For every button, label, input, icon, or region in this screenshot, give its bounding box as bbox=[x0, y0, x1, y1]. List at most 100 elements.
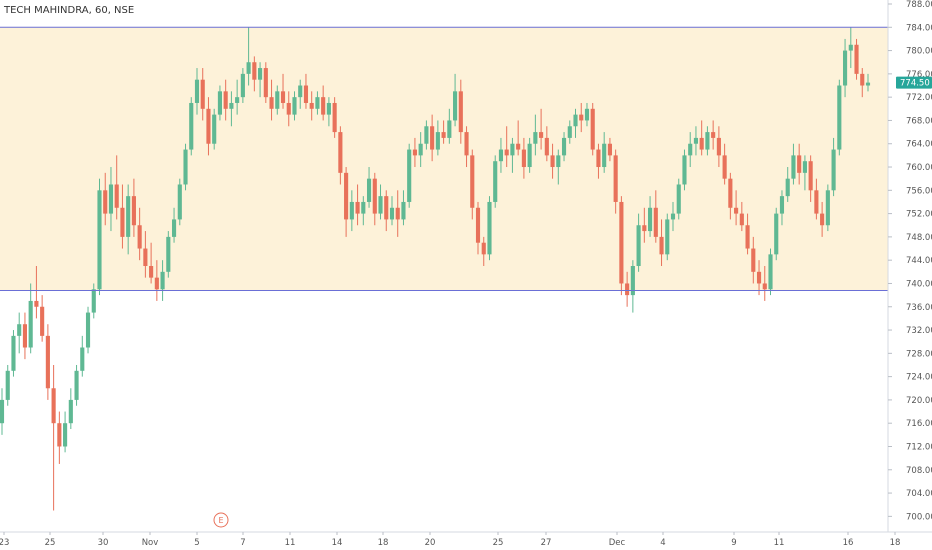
y-tick-label: 724.00 bbox=[906, 373, 932, 383]
candle-body bbox=[143, 248, 148, 266]
candle bbox=[734, 190, 739, 226]
candle bbox=[791, 143, 796, 185]
candle bbox=[355, 184, 360, 226]
candle-body bbox=[779, 196, 785, 214]
candle-body bbox=[785, 178, 790, 197]
candle-body bbox=[154, 277, 159, 290]
candle bbox=[693, 126, 699, 156]
candle bbox=[510, 137, 515, 173]
candle-body bbox=[584, 108, 590, 121]
candle bbox=[389, 196, 395, 226]
candle-body bbox=[395, 207, 400, 220]
earnings-event-marker[interactable]: E bbox=[213, 512, 229, 528]
candle-body bbox=[177, 184, 182, 220]
candle bbox=[246, 27, 251, 86]
candle-body bbox=[401, 201, 406, 220]
candle-body bbox=[453, 91, 458, 121]
candle bbox=[613, 149, 618, 214]
candle bbox=[493, 155, 498, 208]
candle-body bbox=[728, 178, 733, 208]
candle-body bbox=[458, 91, 463, 133]
candle bbox=[401, 190, 406, 226]
candle bbox=[820, 201, 825, 237]
candle bbox=[384, 190, 389, 232]
x-tick-label: 4 bbox=[660, 538, 665, 548]
candle bbox=[298, 79, 303, 109]
candle-body bbox=[315, 97, 320, 109]
candle bbox=[550, 143, 555, 179]
candle-body bbox=[561, 137, 567, 156]
candle-body bbox=[716, 137, 721, 156]
candle-body bbox=[625, 283, 630, 296]
candle-body bbox=[596, 149, 601, 168]
x-tick-label: 14 bbox=[332, 538, 343, 548]
candle-body bbox=[550, 155, 555, 168]
candle bbox=[378, 184, 383, 220]
candle-body bbox=[435, 132, 440, 150]
candle-body bbox=[648, 207, 653, 232]
candle-body bbox=[51, 388, 56, 424]
candle-body bbox=[28, 300, 33, 348]
candle-body bbox=[481, 242, 486, 255]
candle-body bbox=[321, 97, 326, 115]
candle bbox=[481, 236, 486, 266]
candle bbox=[527, 137, 532, 173]
candle bbox=[802, 155, 807, 191]
candle-body bbox=[665, 219, 670, 255]
candle bbox=[797, 143, 802, 185]
y-tick-label: 756.00 bbox=[906, 186, 932, 196]
candle bbox=[848, 27, 853, 69]
candle-body bbox=[114, 184, 119, 208]
candle bbox=[808, 155, 813, 202]
candle-body bbox=[263, 68, 268, 98]
candle-body bbox=[613, 155, 618, 202]
candle bbox=[303, 73, 309, 109]
last-price-tag: 774.50 bbox=[896, 76, 932, 89]
candle-body bbox=[103, 190, 108, 214]
candle-body bbox=[670, 213, 676, 220]
candle bbox=[596, 143, 601, 179]
y-tick-label: 700.00 bbox=[906, 512, 932, 522]
candle-body bbox=[774, 213, 779, 255]
candle bbox=[183, 143, 188, 191]
earnings-icon[interactable] bbox=[213, 512, 229, 528]
candle-body bbox=[57, 423, 62, 447]
candle-body bbox=[424, 126, 429, 144]
candle bbox=[57, 411, 62, 464]
candle-body bbox=[166, 236, 171, 272]
candle bbox=[229, 91, 234, 127]
candle-body bbox=[68, 399, 73, 424]
candle-body bbox=[97, 190, 102, 290]
candle-body bbox=[475, 207, 481, 243]
candle bbox=[424, 120, 429, 150]
candle-body bbox=[711, 132, 716, 138]
candle bbox=[412, 137, 417, 168]
horizontal-levels[interactable] bbox=[0, 26, 888, 291]
candle-body bbox=[338, 132, 343, 173]
candle bbox=[670, 201, 676, 232]
candle bbox=[504, 126, 509, 168]
candle-body bbox=[820, 213, 825, 226]
candle bbox=[200, 68, 205, 121]
x-tick-label: 5 bbox=[194, 538, 199, 548]
candle bbox=[177, 178, 182, 226]
y-tick-label: 784.00 bbox=[906, 23, 932, 33]
candle bbox=[842, 38, 848, 98]
y-tick-label: 780.00 bbox=[906, 47, 932, 57]
candle-body bbox=[762, 283, 767, 290]
candle-body bbox=[493, 161, 498, 202]
candle bbox=[40, 295, 45, 342]
candle bbox=[63, 411, 68, 453]
y-tick-label: 740.00 bbox=[906, 279, 932, 289]
candle bbox=[584, 102, 590, 127]
candle bbox=[447, 108, 452, 144]
y-tick-label: 788.00 bbox=[906, 0, 932, 10]
candle bbox=[854, 38, 859, 80]
candle-body bbox=[11, 335, 16, 371]
symbol-title: TECH MAHINDRA, 60, NSE bbox=[4, 5, 135, 16]
candle bbox=[149, 242, 154, 284]
candle-body bbox=[791, 155, 796, 179]
candle bbox=[131, 178, 136, 237]
